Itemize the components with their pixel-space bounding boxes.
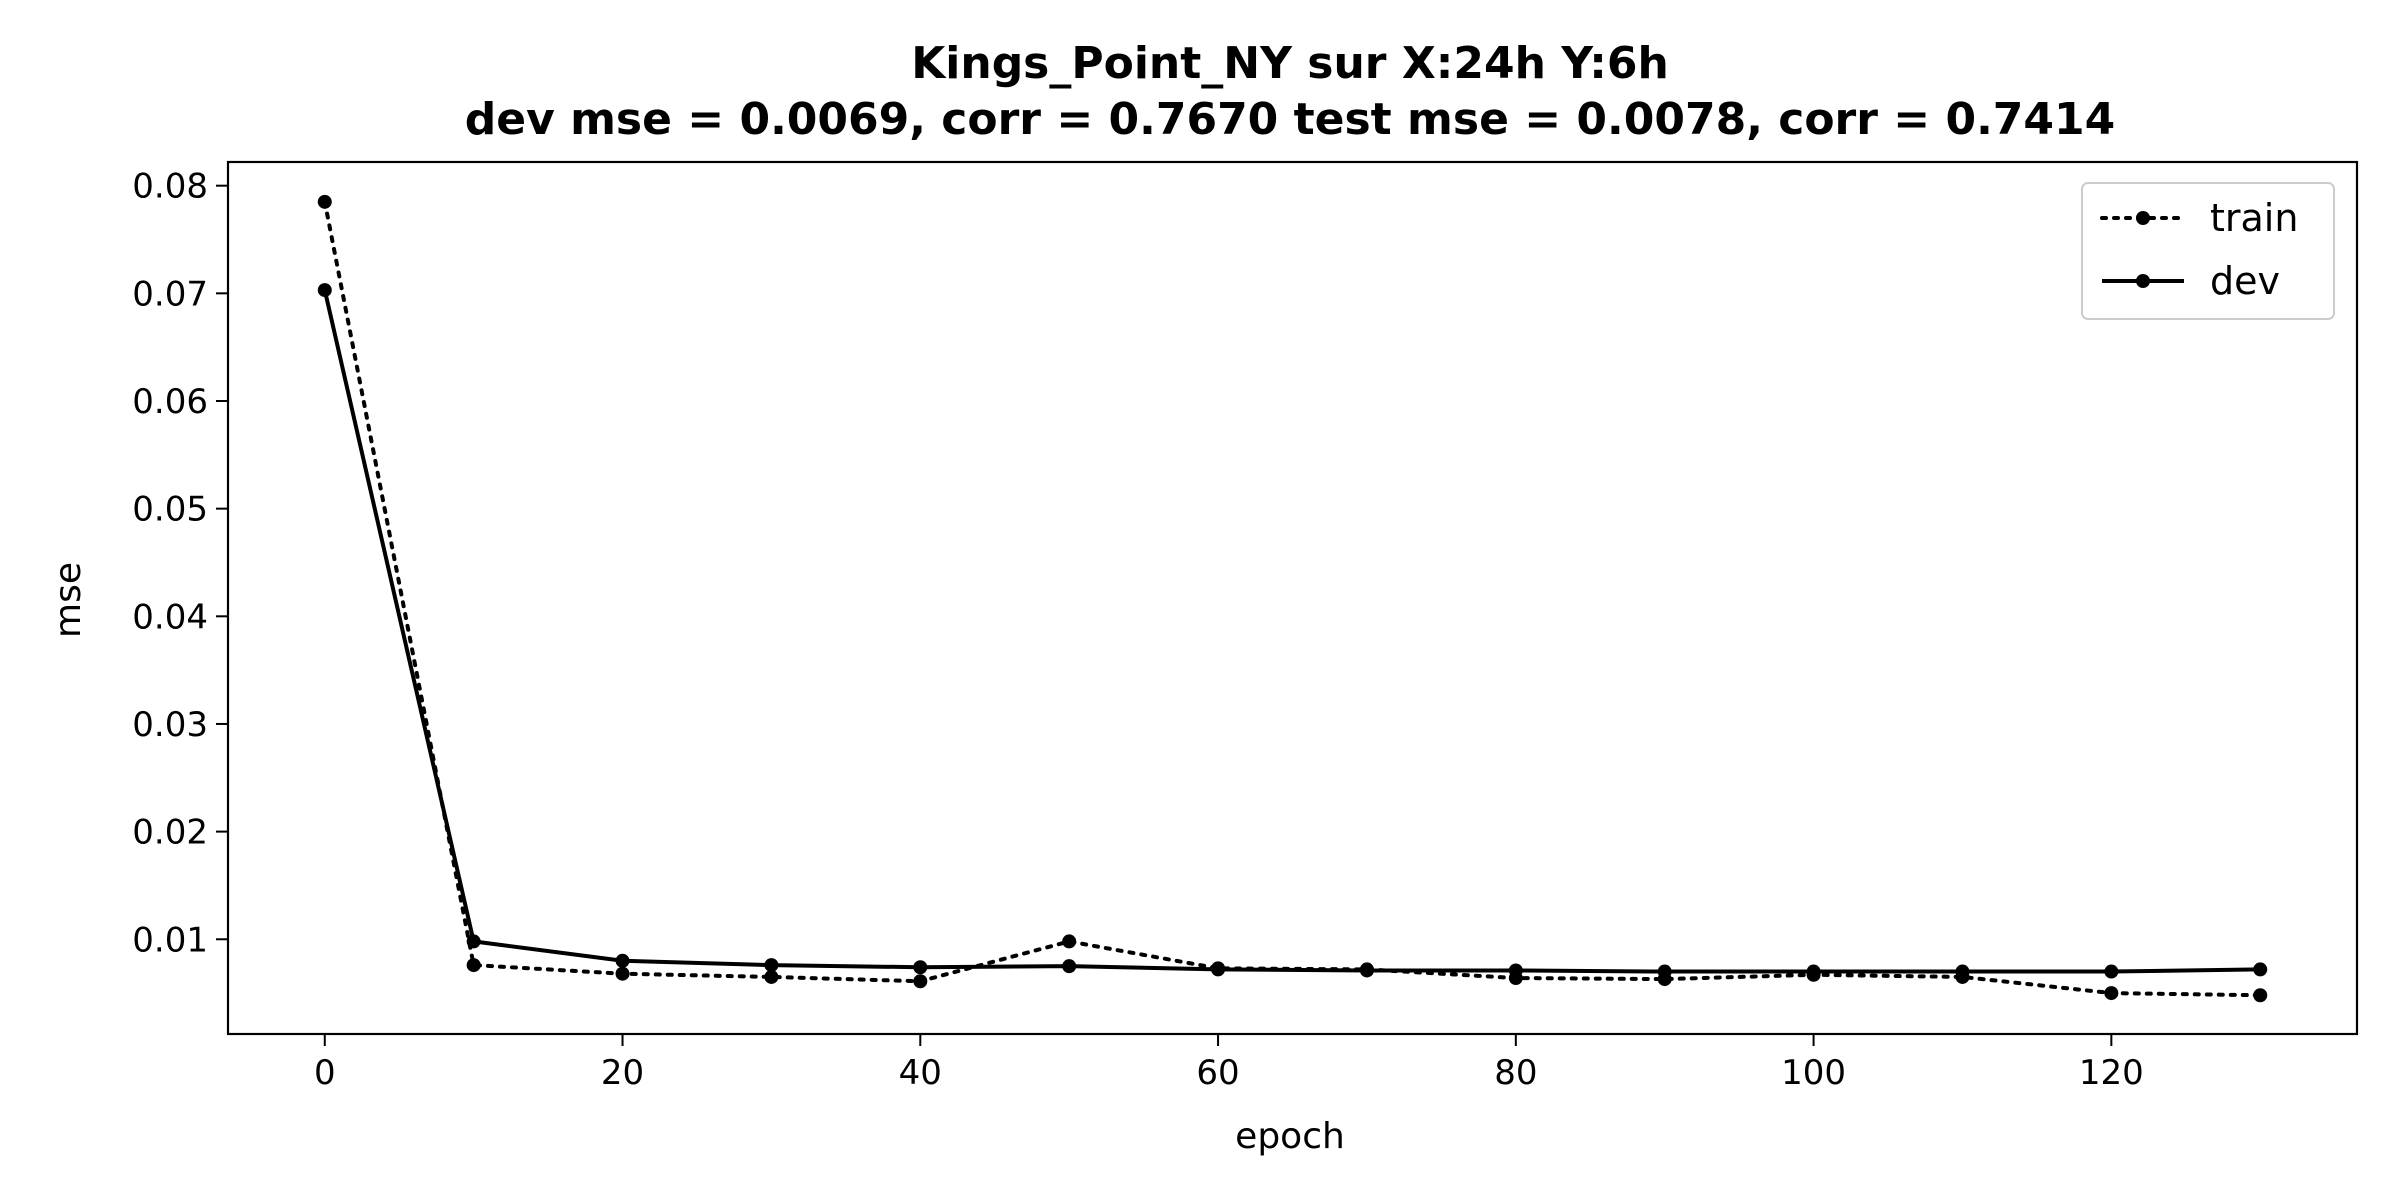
y-tick-label: 0.06 bbox=[132, 382, 208, 422]
legend-label-dev: dev bbox=[2210, 259, 2280, 303]
y-tick-label: 0.03 bbox=[132, 705, 208, 745]
x-tick-label: 100 bbox=[1781, 1053, 1846, 1093]
y-tick-label: 0.07 bbox=[132, 274, 208, 314]
y-tick-label: 0.05 bbox=[132, 490, 208, 530]
plot-frame bbox=[226, 160, 2359, 1036]
x-tick-label: 0 bbox=[314, 1053, 336, 1093]
y-tick-label: 0.08 bbox=[132, 167, 208, 207]
x-tick-label: 120 bbox=[2079, 1053, 2144, 1093]
data-point-train bbox=[466, 958, 481, 973]
x-axis-label: epoch bbox=[1235, 1116, 1345, 1157]
data-point-dev bbox=[1508, 963, 1523, 978]
y-axis-label: mse bbox=[48, 562, 89, 638]
data-point-dev bbox=[1062, 959, 1077, 974]
data-point-train bbox=[317, 194, 332, 209]
data-point-dev bbox=[913, 960, 928, 975]
data-point-dev bbox=[317, 283, 332, 298]
legend-marker-train bbox=[2136, 211, 2150, 225]
data-point-dev bbox=[1211, 962, 1226, 977]
data-point-dev bbox=[1806, 964, 1821, 979]
legend-label-train: train bbox=[2210, 196, 2298, 240]
x-tick-label: 60 bbox=[1196, 1053, 1239, 1093]
data-point-train bbox=[2253, 988, 2268, 1003]
data-point-train bbox=[764, 969, 779, 984]
data-point-dev bbox=[2104, 964, 2119, 979]
data-point-dev bbox=[1359, 963, 1374, 978]
y-tick-label: 0.01 bbox=[132, 920, 208, 960]
data-point-dev bbox=[615, 953, 630, 968]
data-point-dev bbox=[1657, 964, 1672, 979]
series-line-train bbox=[322, 199, 2263, 998]
data-point-train bbox=[1062, 934, 1077, 949]
x-tick-label: 40 bbox=[899, 1053, 942, 1093]
y-tick-label: 0.02 bbox=[132, 813, 208, 853]
x-tick-label: 20 bbox=[601, 1053, 644, 1093]
y-tick-label: 0.04 bbox=[132, 597, 208, 637]
data-point-train bbox=[2104, 986, 2119, 1001]
chart-subtitle: dev mse = 0.0069, corr = 0.7670 test mse… bbox=[465, 94, 2116, 145]
data-point-train bbox=[913, 974, 928, 989]
plot-area: 0 20 40 60 80 100 120 0.01 0.02 0.03 0.04 0.05 0.06 0… bbox=[132, 160, 2359, 1093]
series-line-dev bbox=[322, 289, 2261, 974]
data-point-dev bbox=[1955, 964, 1970, 979]
legend-marker-dev bbox=[2136, 274, 2150, 288]
data-point-dev bbox=[764, 958, 779, 973]
data-point-dev bbox=[2253, 962, 2268, 977]
x-tick-label: 80 bbox=[1494, 1053, 1537, 1093]
data-point-dev bbox=[466, 934, 481, 949]
chart-title: Kings_Point_NY sur X:24h Y:6h bbox=[911, 38, 1669, 89]
data-point-train bbox=[615, 966, 630, 981]
